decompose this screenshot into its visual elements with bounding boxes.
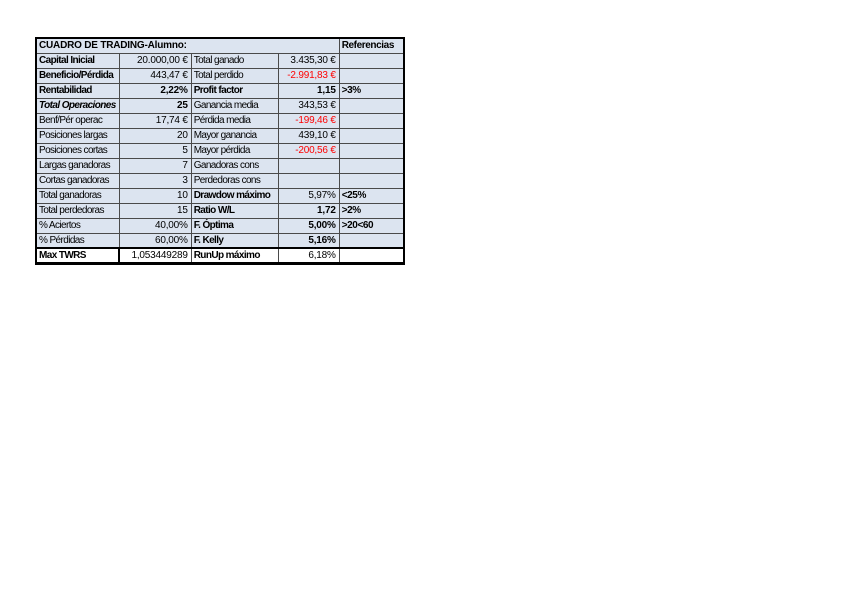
metric-value: 3 bbox=[118, 172, 192, 189]
reference-value: <25% bbox=[338, 187, 405, 204]
metric-label: Max TWRS bbox=[35, 247, 121, 265]
metric-label: Total perdedoras bbox=[35, 202, 120, 219]
metric-label: Capital Inicial bbox=[35, 52, 120, 69]
metric-label: Mayor ganancia bbox=[190, 127, 279, 144]
metric-value: 1,15 bbox=[277, 82, 340, 99]
metric-label: Beneficio/Pérdida bbox=[35, 67, 120, 84]
reference-value bbox=[338, 112, 405, 129]
metric-value: 5,97% bbox=[277, 187, 340, 204]
table-row: Rentabilidad 2,22% Profit factor 1,15 >3… bbox=[35, 82, 405, 99]
metric-value: 1,053449289 bbox=[118, 247, 192, 265]
reference-value bbox=[338, 232, 405, 249]
metric-value: 10 bbox=[118, 187, 192, 204]
metric-label: Total Operaciones bbox=[35, 97, 120, 114]
metric-label: F. Kelly bbox=[190, 232, 279, 249]
metric-value bbox=[277, 157, 340, 174]
metric-label: Largas ganadoras bbox=[35, 157, 120, 174]
reference-value bbox=[338, 172, 405, 189]
metric-label: Perdedoras cons bbox=[190, 172, 279, 189]
metric-label: % Aciertos bbox=[35, 217, 120, 234]
metric-value: 2,22% bbox=[118, 82, 192, 99]
metric-label: Mayor pérdida bbox=[190, 142, 279, 159]
metric-value: -199,46 € bbox=[277, 112, 340, 129]
reference-value bbox=[338, 67, 405, 84]
metric-value: 25 bbox=[118, 97, 192, 114]
metric-value: -2.991,83 € bbox=[277, 67, 340, 84]
table-row: Beneficio/Pérdida 443,47 € Total perdido… bbox=[35, 67, 405, 84]
metric-label: Posiciones largas bbox=[35, 127, 120, 144]
metric-label: Cortas ganadoras bbox=[35, 172, 120, 189]
metric-value: 60,00% bbox=[118, 232, 192, 249]
table-row: Total perdedoras 15 Ratio W/L 1,72 >2% bbox=[35, 202, 405, 219]
metric-value: -200,56 € bbox=[277, 142, 340, 159]
metric-value: 7 bbox=[118, 157, 192, 174]
table-title: CUADRO DE TRADING-Alumno: bbox=[35, 37, 340, 54]
metric-value: 1,72 bbox=[277, 202, 340, 219]
reference-value bbox=[338, 127, 405, 144]
document-page: CUADRO DE TRADING-Alumno: Referencias Ca… bbox=[35, 37, 406, 265]
reference-value: >2% bbox=[338, 202, 405, 219]
table-row: % Aciertos 40,00% F. Óptima 5,00% >20<60 bbox=[35, 217, 405, 234]
table-row: Posiciones largas 20 Mayor ganancia 439,… bbox=[35, 127, 405, 144]
metric-label: Total ganadoras bbox=[35, 187, 120, 204]
reference-value bbox=[338, 52, 405, 69]
reference-value bbox=[338, 97, 405, 114]
metric-value: 3.435,30 € bbox=[277, 52, 340, 69]
table-row: Max TWRS 1,053449289 RunUp máximo 6,18% bbox=[35, 247, 405, 265]
reference-value bbox=[338, 157, 405, 174]
metric-value: 17,74 € bbox=[118, 112, 192, 129]
metric-value: 443,47 € bbox=[118, 67, 192, 84]
table-row: Benf/Pér operac 17,74 € Pérdida media -1… bbox=[35, 112, 405, 129]
metric-label: Posiciones cortas bbox=[35, 142, 120, 159]
metric-label: F. Óptima bbox=[190, 217, 279, 234]
reference-value bbox=[338, 142, 405, 159]
metric-value: 20 bbox=[118, 127, 192, 144]
metric-label: Ratio W/L bbox=[190, 202, 279, 219]
metric-label: Benf/Pér operac bbox=[35, 112, 120, 129]
metric-label: Total ganado bbox=[190, 52, 279, 69]
metric-label: Ganadoras cons bbox=[190, 157, 279, 174]
metric-label: Drawdow máximo bbox=[190, 187, 279, 204]
metric-value bbox=[277, 172, 340, 189]
table-row: Cortas ganadoras 3 Perdedoras cons bbox=[35, 172, 405, 189]
metric-label: % Pérdidas bbox=[35, 232, 120, 249]
table-title-row: CUADRO DE TRADING-Alumno: Referencias bbox=[35, 37, 405, 54]
table-row: Posiciones cortas 5 Mayor pérdida -200,5… bbox=[35, 142, 405, 159]
reference-value bbox=[338, 247, 405, 265]
reference-value: >20<60 bbox=[338, 217, 405, 234]
table-row: % Pérdidas 60,00% F. Kelly 5,16% bbox=[35, 232, 405, 249]
metric-value: 5,00% bbox=[277, 217, 340, 234]
metric-label: Profit factor bbox=[190, 82, 279, 99]
table-row: Capital Inicial 20.000,00 € Total ganado… bbox=[35, 52, 405, 69]
table-row: Largas ganadoras 7 Ganadoras cons bbox=[35, 157, 405, 174]
metric-label: Pérdida media bbox=[190, 112, 279, 129]
reference-value: >3% bbox=[338, 82, 405, 99]
metric-value: 439,10 € bbox=[277, 127, 340, 144]
metric-value: 343,53 € bbox=[277, 97, 340, 114]
metric-value: 5,16% bbox=[277, 232, 340, 249]
metric-value: 5 bbox=[118, 142, 192, 159]
metric-value: 40,00% bbox=[118, 217, 192, 234]
metric-label: Ganancia media bbox=[190, 97, 279, 114]
table-row: Total ganadoras 10 Drawdow máximo 5,97% … bbox=[35, 187, 405, 204]
trading-summary-table: CUADRO DE TRADING-Alumno: Referencias Ca… bbox=[35, 37, 406, 265]
referencias-column-header: Referencias bbox=[338, 37, 405, 54]
metric-value: 15 bbox=[118, 202, 192, 219]
metric-label: RunUp máximo bbox=[190, 247, 279, 265]
metric-value: 20.000,00 € bbox=[118, 52, 192, 69]
metric-value: 6,18% bbox=[277, 247, 340, 265]
table-row: Total Operaciones 25 Ganancia media 343,… bbox=[35, 97, 405, 114]
metric-label: Total perdido bbox=[190, 67, 279, 84]
metric-label: Rentabilidad bbox=[35, 82, 120, 99]
